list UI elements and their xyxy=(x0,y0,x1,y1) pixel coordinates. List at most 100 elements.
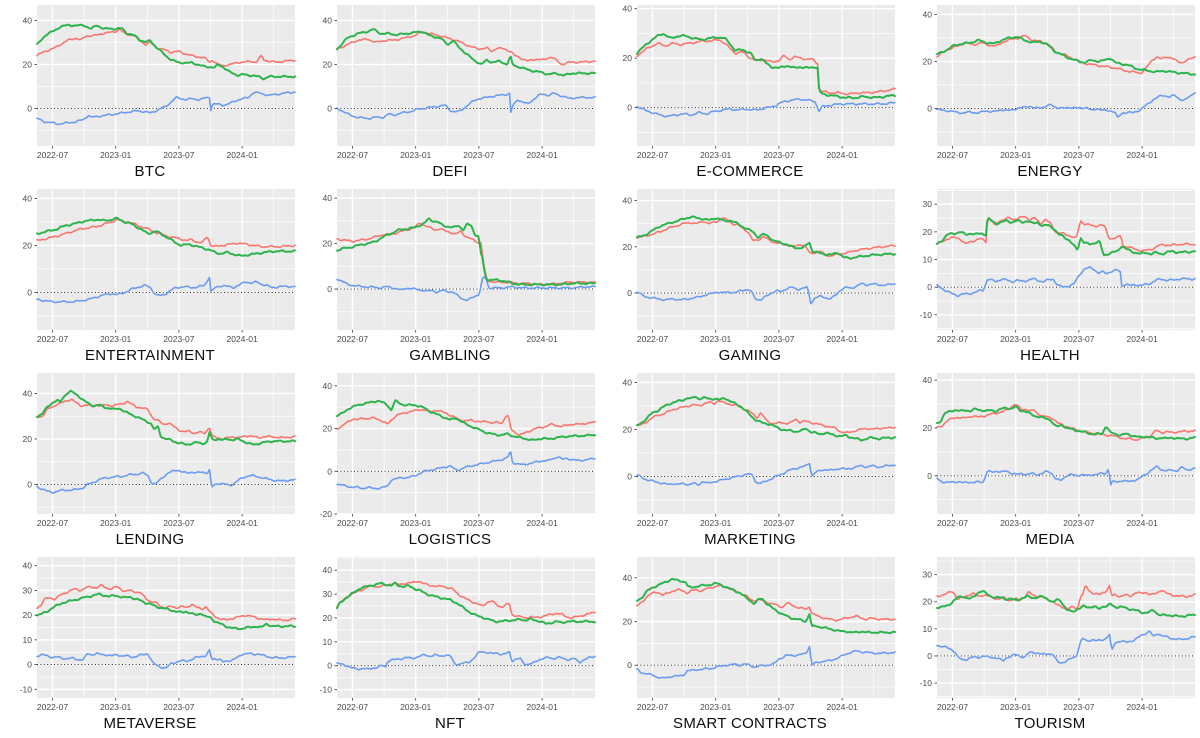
chart-plot-logistics: -20 0 20 40 2022-07 2023-01 2023-07 2024-01 xyxy=(320,373,596,528)
x-tick-label: 2024-01 xyxy=(827,518,858,528)
chart-plot-marketing: 0 20 40 2022-07 2023-01 2023-07 2024-01 xyxy=(623,373,896,528)
chart-title-smart-contracts: SMART CONTRACTS xyxy=(673,715,827,732)
y-tick-label: 0 xyxy=(627,103,632,113)
x-tick-label: 2022-07 xyxy=(637,334,668,344)
chart-plot-energy: 0 20 40 2022-07 2023-01 2023-07 2024-01 xyxy=(923,5,1196,160)
chart-panel-tourism: -10 0 10 20 30 2022-07 2023-01 2023-07 2024-01 TO… xyxy=(900,552,1200,736)
series-line-green xyxy=(936,404,1196,441)
chart-plot-media: 0 20 40 2022-07 2023-01 2023-07 2024-01 xyxy=(923,373,1196,528)
x-tick-label: 2023-07 xyxy=(163,518,194,528)
series-line-green xyxy=(36,216,296,257)
chart-panel-lending: 0 20 40 2022-07 2023-01 2023-07 2024-01 LENDING xyxy=(0,368,300,552)
x-tick-label: 2022-07 xyxy=(637,150,668,160)
y-tick-label: 10 xyxy=(23,635,33,645)
chart-title-marketing: MARKETING xyxy=(704,531,796,548)
x-tick-label: 2023-01 xyxy=(400,150,431,160)
y-tick-label: -10 xyxy=(920,310,933,320)
series-line-blue xyxy=(36,648,296,670)
x-tick-label: 2024-01 xyxy=(1127,518,1158,528)
chart-panel-nft: -10 0 10 20 30 40 2022-07 2023-01 2023-07 2024-01… xyxy=(300,552,600,736)
x-tick-label: 2023-07 xyxy=(1063,518,1094,528)
x-tick-label: 2024-01 xyxy=(527,150,558,160)
series-line-blue xyxy=(336,650,596,671)
x-tick-label: 2022-07 xyxy=(337,702,368,712)
series-line-blue xyxy=(36,276,296,304)
x-tick-label: 2024-01 xyxy=(527,518,558,528)
chart-plot-smart-contracts: 0 20 40 2022-07 2023-01 2023-07 2024-01 xyxy=(623,557,896,712)
series-line-blue xyxy=(336,276,596,302)
chart-title-health: HEALTH xyxy=(1020,347,1080,364)
x-tick-label: 2024-01 xyxy=(227,518,258,528)
y-tick-label: -10 xyxy=(920,678,933,688)
y-tick-label: 0 xyxy=(927,471,932,481)
y-tick-label: 30 xyxy=(923,570,933,580)
y-tick-label: 40 xyxy=(623,4,633,14)
y-tick-label: 40 xyxy=(323,565,333,575)
y-tick-label: -10 xyxy=(20,684,33,694)
chart-title-logistics: LOGISTICS xyxy=(408,531,492,548)
chart-panel-health: -10 0 10 20 30 2022-07 2023-01 2023-07 2024-01 HE… xyxy=(900,184,1200,368)
chart-plot-gambling: 0 20 40 2022-07 2023-01 2023-07 2024-01 xyxy=(323,189,596,344)
y-tick-label: -10 xyxy=(320,685,333,695)
y-tick-label: 20 xyxy=(23,434,33,444)
y-tick-label: 10 xyxy=(923,255,933,265)
y-tick-label: 0 xyxy=(327,661,332,671)
chart-plot-defi: 0 20 40 2022-07 2023-01 2023-07 2024-01 xyxy=(323,5,596,160)
x-tick-label: 2023-07 xyxy=(1063,702,1094,712)
x-tick-label: 2023-01 xyxy=(400,334,431,344)
series-line-blue xyxy=(336,92,596,120)
chart-title-defi: DEFI xyxy=(432,163,468,180)
y-tick-label: 20 xyxy=(623,424,633,434)
series-line-red xyxy=(336,409,596,436)
y-tick-label: 20 xyxy=(323,613,333,623)
y-tick-label: 20 xyxy=(23,59,33,69)
chart-plot-entertainment: 0 20 40 2022-07 2023-01 2023-07 2024-01 xyxy=(23,189,296,344)
series-line-red xyxy=(36,218,296,249)
y-tick-label: 0 xyxy=(27,660,32,670)
chart-title-gaming: GAMING xyxy=(718,347,782,364)
series-line-green xyxy=(636,215,896,260)
x-tick-label: 2024-01 xyxy=(827,150,858,160)
y-tick-label: -20 xyxy=(320,509,333,519)
chart-title-nft: NFT xyxy=(434,715,466,732)
y-tick-label: 40 xyxy=(323,381,333,391)
series-line-blue xyxy=(636,462,896,486)
x-tick-label: 2022-07 xyxy=(337,518,368,528)
chart-panel-entertainment: 0 20 40 2022-07 2023-01 2023-07 2024-01 ENTERTA… xyxy=(0,184,300,368)
y-tick-label: 40 xyxy=(323,193,333,203)
y-tick-label: 20 xyxy=(23,610,33,620)
chart-panel-energy: 0 20 40 2022-07 2023-01 2023-07 2024-01 ENERGY xyxy=(900,0,1200,184)
series-line-blue xyxy=(36,91,296,126)
x-tick-label: 2023-01 xyxy=(100,702,131,712)
y-tick-label: 0 xyxy=(327,284,332,294)
series-line-blue xyxy=(936,266,1196,298)
chart-plot-btc: 0 20 40 2022-07 2023-01 2023-07 2024-01 xyxy=(23,5,296,160)
y-tick-label: 40 xyxy=(23,388,33,398)
chart-panel-marketing: 0 20 40 2022-07 2023-01 2023-07 2024-01 MARKETI… xyxy=(600,368,900,552)
series-line-red xyxy=(636,584,896,622)
chart-plot-metaverse: -10 0 10 20 30 40 2022-07 2023-01 2023-07 2024-01 xyxy=(20,557,296,712)
y-tick-label: 40 xyxy=(23,193,33,203)
y-tick-label: 20 xyxy=(623,616,633,626)
y-tick-label: 40 xyxy=(23,15,33,25)
y-tick-label: 0 xyxy=(627,471,632,481)
y-tick-label: 0 xyxy=(27,287,32,297)
x-tick-label: 2023-07 xyxy=(1063,334,1094,344)
series-line-blue xyxy=(336,451,596,490)
y-tick-label: 30 xyxy=(323,589,333,599)
x-tick-label: 2023-01 xyxy=(700,702,731,712)
chart-plot-lending: 0 20 40 2022-07 2023-01 2023-07 2024-01 xyxy=(23,373,296,528)
x-tick-label: 2023-01 xyxy=(1000,334,1031,344)
x-tick-label: 2023-01 xyxy=(400,702,431,712)
x-tick-label: 2022-07 xyxy=(337,334,368,344)
x-tick-label: 2023-07 xyxy=(763,334,794,344)
x-tick-label: 2023-07 xyxy=(1063,150,1094,160)
series-line-red xyxy=(336,580,596,620)
chart-title-btc: BTC xyxy=(134,163,166,180)
x-tick-label: 2022-07 xyxy=(37,518,68,528)
x-tick-label: 2023-01 xyxy=(100,518,131,528)
y-tick-label: 20 xyxy=(623,53,633,63)
y-tick-label: 40 xyxy=(623,377,633,387)
y-tick-label: 0 xyxy=(327,104,332,114)
